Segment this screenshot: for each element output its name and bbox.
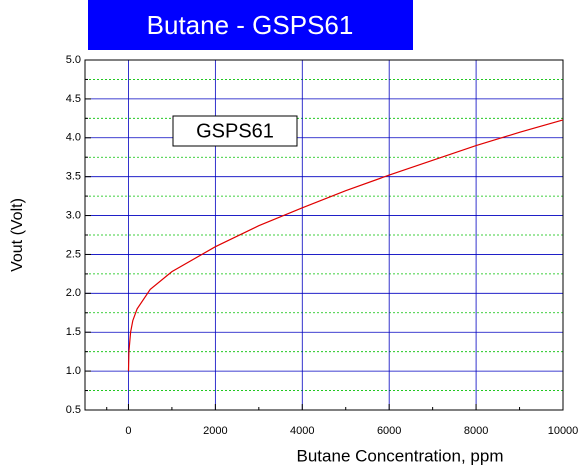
x-tick-label: 0 [125, 425, 131, 437]
y-tick-label: 2.5 [66, 248, 81, 260]
title-box [88, 0, 413, 50]
data-line [127, 119, 564, 372]
y-tick-label: 3.0 [66, 209, 81, 221]
x-tick-label: 2000 [203, 425, 227, 437]
y-axis-label: Vout (Volt) [9, 198, 26, 272]
plot-frame [84, 59, 564, 411]
y-tick-label: 3.5 [66, 171, 81, 183]
y-tick-label: 4.0 [66, 132, 81, 144]
x-axis-label: Butane Concentration, ppm [297, 446, 504, 465]
x-tick-label: 4000 [290, 425, 314, 437]
annotation: GSPS61 [196, 120, 274, 142]
x-tick-label: 10000 [548, 425, 579, 437]
chart-title: Butane - GSPS61 [147, 10, 354, 40]
y-tick-label: 1.0 [66, 365, 81, 377]
x-tick-label: 6000 [377, 425, 401, 437]
x-tick-label: 8000 [464, 425, 488, 437]
y-tick-label: 5.0 [66, 54, 81, 66]
annotation-box [172, 115, 298, 147]
y-tick-label: 1.5 [66, 326, 81, 338]
y-tick-label: 4.5 [66, 93, 81, 105]
y-tick-label: 0.5 [66, 404, 81, 416]
y-tick-label: 2.0 [66, 287, 81, 299]
